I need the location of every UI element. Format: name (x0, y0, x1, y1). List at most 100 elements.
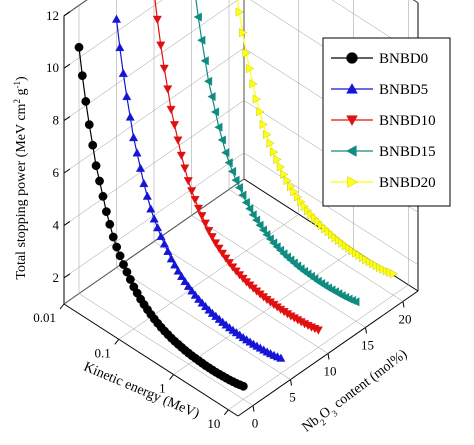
data-point-bnbd10 (224, 259, 234, 268)
data-point-bnbd0 (95, 176, 104, 186)
y-axis-ticks: 2 4 6 8 10 12 (46, 8, 71, 285)
x-tick-mark (59, 303, 65, 310)
data-point-bnbd10 (221, 254, 231, 263)
data-point-bnbd10 (193, 204, 204, 213)
legend-item-bnbd20: BNBD20 (331, 175, 436, 191)
data-point-bnbd20 (266, 138, 275, 148)
legend-marker (346, 52, 358, 64)
x-tick-mark (169, 374, 174, 380)
back-wall-top-edge (412, 0, 419, 4)
data-point-bnbd20 (235, 7, 244, 17)
y-tick-label: 2 (53, 270, 60, 285)
legend-label: BNBD15 (379, 144, 436, 160)
data-point-bnbd5 (129, 132, 139, 142)
data-point-bnbd10 (200, 219, 210, 228)
data-point-bnbd5 (163, 246, 173, 255)
z-tick-label: 20 (399, 311, 412, 326)
series-bnbd0 (74, 42, 248, 391)
chart-legend: BNBD0 BNBD5 BNBD10 BNBD15 BNBD20 (322, 37, 451, 207)
data-point-bnbd0 (101, 207, 111, 217)
y-tick-mark (63, 220, 71, 226)
data-point-bnbd15 (214, 122, 223, 132)
data-point-bnbd15 (203, 76, 213, 86)
data-point-bnbd15 (193, 12, 202, 22)
data-point-bnbd20 (239, 28, 248, 38)
data-point-bnbd5 (139, 178, 149, 188)
data-point-bnbd5 (159, 239, 169, 248)
grid-z-floor (116, 267, 291, 380)
y-tick-label: 4 (53, 217, 60, 232)
series-line-bnbd10 (154, 0, 319, 331)
x-tick-label: 0.01 (33, 310, 56, 325)
data-point-bnbd10 (211, 239, 221, 248)
data-point-bnbd20 (256, 107, 265, 117)
data-point-bnbd5 (156, 231, 166, 241)
legend-label: BNBD20 (379, 175, 436, 191)
data-point-bnbd15 (217, 135, 226, 145)
x-tick-mark (114, 338, 120, 345)
data-point-bnbd10 (187, 187, 197, 196)
data-point-bnbd15 (197, 35, 206, 45)
data-point-bnbd20 (245, 63, 255, 74)
data-point-bnbd15 (351, 297, 360, 307)
data-point-bnbd10 (228, 263, 238, 272)
data-point-bnbd5 (173, 266, 183, 275)
data-point-bnbd10 (180, 164, 190, 173)
z-tick-label: 5 (289, 390, 296, 405)
z-tick-mark (252, 405, 255, 412)
y-tick-label: 12 (46, 8, 59, 23)
data-point-bnbd10 (173, 136, 183, 145)
y-tick-label: 10 (46, 60, 59, 75)
legend-item-bnbd0: BNBD0 (331, 51, 428, 67)
data-point-bnbd5 (146, 204, 156, 213)
data-point-bnbd5 (135, 163, 146, 172)
grid-z-floor (228, 189, 404, 302)
data-point-bnbd0 (105, 219, 115, 229)
data-point-bnbd10 (214, 244, 224, 253)
y-tick-mark (63, 168, 71, 174)
data-point-bnbd15 (210, 107, 220, 117)
data-point-bnbd5 (132, 148, 142, 157)
data-point-bnbd10 (197, 212, 207, 221)
data-point-bnbd20 (242, 48, 251, 58)
legend-marker (346, 83, 358, 94)
data-point-bnbd15 (238, 190, 247, 200)
x-tick-mark (223, 409, 229, 416)
data-point-bnbd10 (163, 85, 173, 94)
data-point-bnbd5 (149, 214, 159, 223)
data-point-bnbd15 (234, 183, 243, 193)
x-tick-label: 0.1 (95, 345, 111, 360)
data-point-bnbd20 (263, 129, 272, 140)
data-point-bnbd15 (255, 220, 264, 230)
z-tick-label: 15 (361, 337, 374, 352)
grid-y-back-wall (331, 0, 419, 56)
data-point-bnbd15 (207, 92, 216, 102)
data-point-bnbd5 (111, 14, 122, 23)
data-point-bnbd10 (204, 227, 214, 236)
legend-marker (346, 145, 357, 157)
data-point-bnbd20 (269, 147, 279, 157)
data-point-bnbd15 (224, 158, 233, 168)
z-tick-mark (290, 379, 292, 386)
series-bnbd20 (235, 0, 398, 279)
data-point-bnbd0 (125, 275, 135, 284)
data-point-bnbd10 (169, 121, 180, 130)
data-point-bnbd5 (180, 276, 190, 286)
z-tick-label: 10 (324, 364, 337, 379)
legend-marker (347, 176, 358, 188)
data-point-bnbd20 (276, 162, 285, 172)
data-point-bnbd0 (91, 161, 101, 171)
data-point-bnbd5 (166, 254, 176, 263)
x-tick-label: 1 (159, 381, 166, 396)
data-point-bnbd20 (273, 154, 282, 165)
data-point-bnbd15 (227, 166, 237, 176)
data-point-bnbd5 (187, 286, 197, 295)
data-point-bnbd5 (142, 191, 152, 200)
data-point-bnbd10 (159, 64, 169, 73)
data-point-bnbd10 (152, 15, 162, 24)
x-axis-title: Kinetic energy (MeV) (81, 360, 201, 422)
data-point-bnbd0 (81, 97, 91, 106)
data-point-bnbd5 (276, 353, 286, 362)
data-point-bnbd10 (217, 249, 228, 258)
grid-z-floor (78, 293, 254, 406)
